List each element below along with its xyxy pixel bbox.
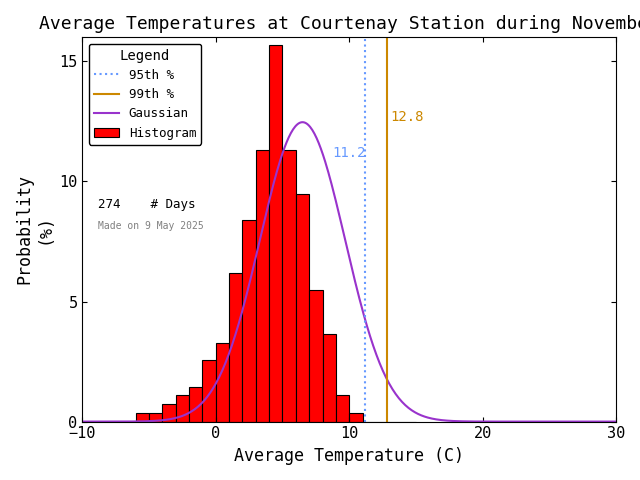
Text: Made on 9 May 2025: Made on 9 May 2025 xyxy=(99,221,204,231)
Bar xyxy=(149,413,163,421)
Bar xyxy=(243,220,256,421)
Bar xyxy=(163,404,176,421)
Bar xyxy=(176,396,189,421)
Text: 11.2: 11.2 xyxy=(332,146,365,160)
Bar xyxy=(349,413,362,421)
Bar xyxy=(323,334,336,421)
Bar xyxy=(136,413,149,421)
Bar xyxy=(269,45,282,421)
Title: Average Temperatures at Courtenay Station during November: Average Temperatures at Courtenay Statio… xyxy=(39,15,640,33)
Bar xyxy=(202,360,216,421)
Bar xyxy=(296,193,309,421)
X-axis label: Average Temperature (C): Average Temperature (C) xyxy=(234,447,464,465)
Y-axis label: Probability
(%): Probability (%) xyxy=(15,174,54,285)
Bar xyxy=(189,386,202,421)
Bar xyxy=(282,150,296,421)
Text: 274    # Days: 274 # Days xyxy=(99,198,196,211)
Bar xyxy=(216,343,229,421)
Bar xyxy=(336,396,349,421)
Legend: 95th %, 99th %, Gaussian, Histogram: 95th %, 99th %, Gaussian, Histogram xyxy=(89,44,201,144)
Bar xyxy=(309,290,323,421)
Bar xyxy=(229,273,243,421)
Bar xyxy=(256,150,269,421)
Text: 12.8: 12.8 xyxy=(390,110,424,124)
